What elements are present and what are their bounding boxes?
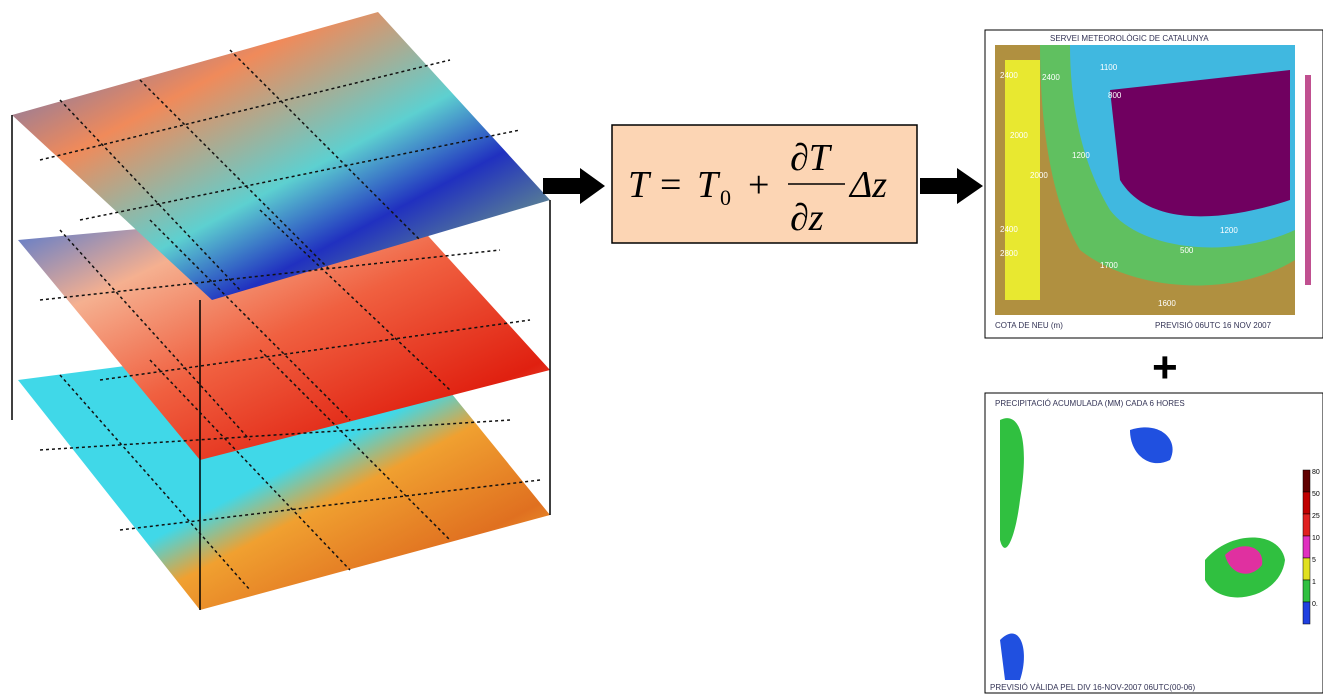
formula-plus: + xyxy=(748,164,769,206)
contour-label: 1200 xyxy=(1072,151,1090,160)
map-footer: PREVISIÓ 06UTC 16 NOV 2007 xyxy=(1155,321,1272,330)
contour-label: 2000 xyxy=(1152,315,1170,324)
map-legend xyxy=(1305,75,1311,285)
legend-label: 0. xyxy=(1312,601,1318,608)
map-header: SERVEI METEOROLÒGIC DE CATALUNYA xyxy=(1050,34,1209,43)
legend-swatch xyxy=(1303,536,1310,558)
contour-label: 1700 xyxy=(1100,261,1118,270)
legend-swatch xyxy=(1303,470,1310,492)
legend-swatch xyxy=(1303,514,1310,536)
legend-label: 80 xyxy=(1312,469,1320,476)
map-zone xyxy=(1005,60,1040,300)
legend-label: 50 xyxy=(1312,491,1320,498)
map-header: PRECIPITACIÓ ACUMULADA (MM) CADA 6 HORES xyxy=(995,399,1185,408)
contour-label: 2400 xyxy=(1000,71,1018,80)
formula-base: T xyxy=(697,164,721,206)
legend-label: 25 xyxy=(1312,513,1320,520)
formula-increment: Δz xyxy=(848,164,887,206)
formula-lhs: T xyxy=(628,164,652,206)
contour-label: 500 xyxy=(1180,246,1194,255)
diagram: T = T 0 + ∂T ∂z Δz SERVEI METEOROLÒGIC D… xyxy=(0,0,1323,695)
contour-label: 1200 xyxy=(1220,226,1238,235)
map-footer: PREVISIÓ VÀLIDA PEL DIV 16-NOV-2007 06UT… xyxy=(990,683,1195,692)
map-footer: COTA DE NEU (m) xyxy=(995,321,1063,330)
contour-label: 2000 xyxy=(1030,171,1048,180)
contour-label: 2000 xyxy=(1010,131,1028,140)
map-zone xyxy=(1110,70,1290,216)
legend-label: 1 xyxy=(1312,579,1316,586)
layer-stack xyxy=(12,12,550,610)
legend-label: 10 xyxy=(1312,535,1320,542)
legend-swatch xyxy=(1303,492,1310,514)
snow-map: SERVEI METEOROLÒGIC DE CATALUNYA COTA DE… xyxy=(985,30,1323,338)
contour-label: 2400 xyxy=(1042,73,1060,82)
contour-label: 1100 xyxy=(1100,63,1118,72)
operator: + xyxy=(1152,343,1178,392)
formula-equals: = xyxy=(660,164,681,206)
arrow xyxy=(543,168,605,204)
legend-swatch xyxy=(1303,558,1310,580)
contour-label: 2400 xyxy=(1000,225,1018,234)
formula-denominator: ∂z xyxy=(790,197,824,239)
contour-label: 1600 xyxy=(1158,299,1176,308)
contour-label: 800 xyxy=(1108,91,1122,100)
legend-label: 5 xyxy=(1312,557,1316,564)
formula-numerator: ∂T xyxy=(790,137,833,179)
legend-swatch xyxy=(1303,580,1310,602)
precip-map: PRECIPITACIÓ ACUMULADA (MM) CADA 6 HORES… xyxy=(985,393,1323,693)
contour-label: 2800 xyxy=(1000,249,1018,258)
legend-swatch xyxy=(1303,602,1310,624)
formula-subscript: 0 xyxy=(720,185,731,210)
arrow xyxy=(920,168,983,204)
